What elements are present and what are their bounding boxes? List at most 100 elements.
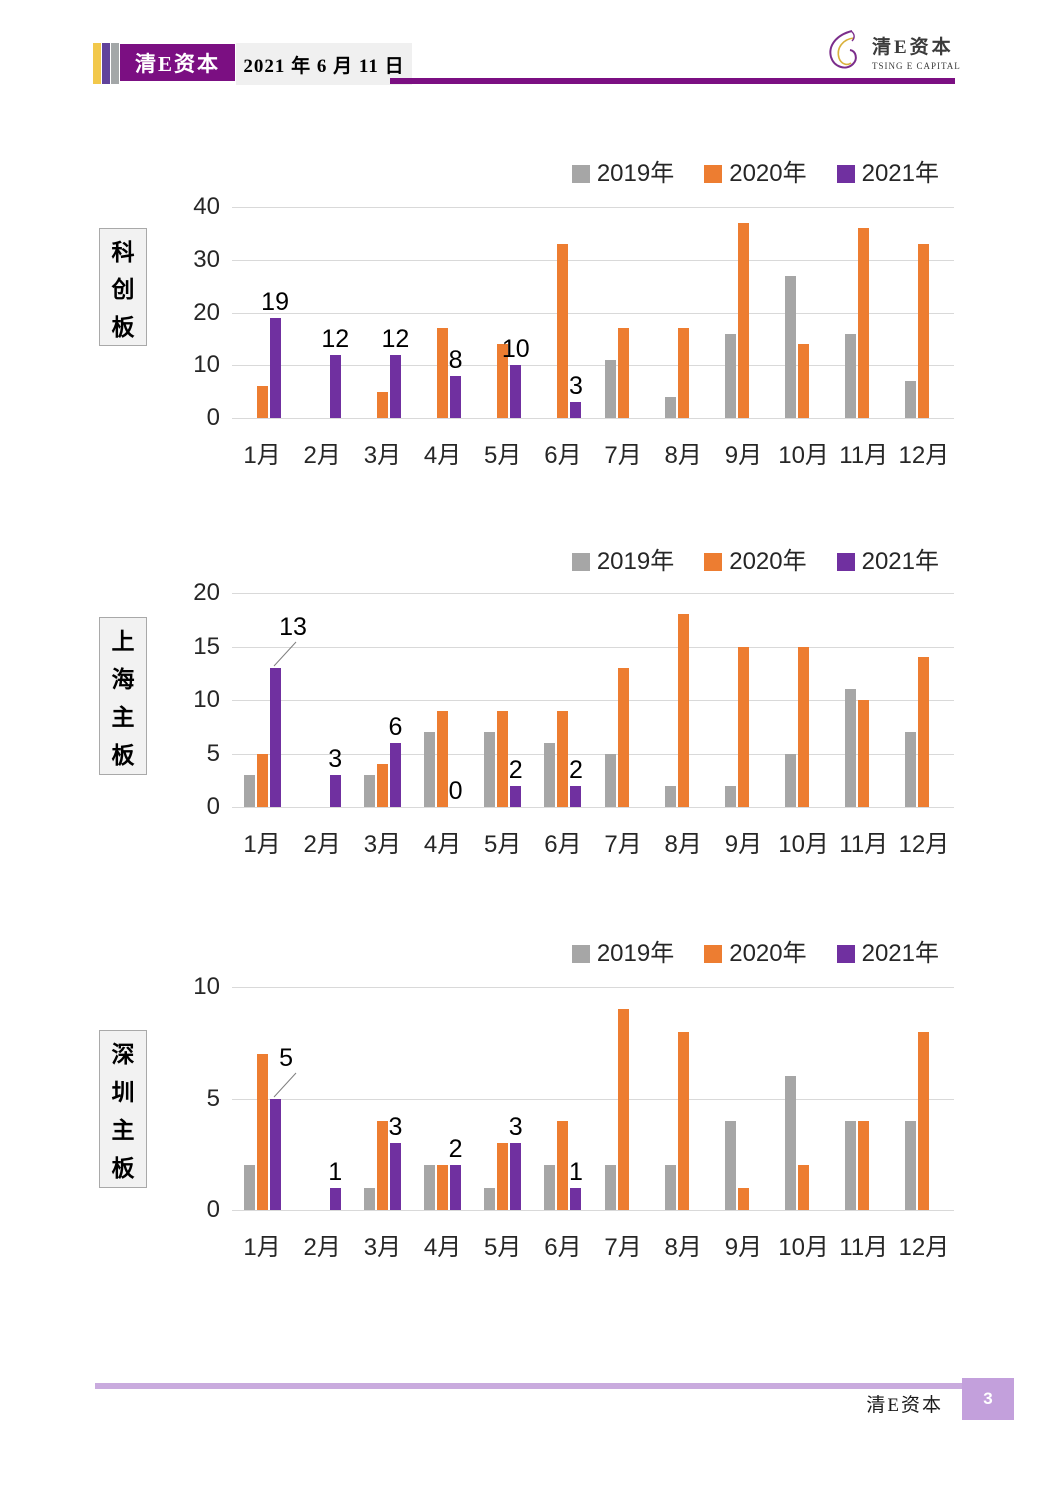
logo-swirl-icon [829,30,857,69]
board-label-char: 深 [111,1041,135,1067]
gridline [232,418,954,419]
chart-legend-shenzhen-main-board: 2019年 2020年 2021年 [571,942,939,966]
x-axis-label-4月: 4月 [423,831,462,858]
bar-2019年-7月 [604,1165,616,1210]
label-leader-line [273,1072,296,1097]
legend-swatch-icon [836,165,855,183]
footer-divider-line [95,1383,962,1389]
bar-value-label: 3 [388,1113,403,1142]
bar-value-label: 19 [261,287,289,316]
bar-2020年-7月 [617,667,629,807]
month-group-6月: 1 [533,987,593,1210]
header-stripe-yellow [93,43,101,84]
month-group-3月: 3 [352,987,412,1210]
bar-2020年-11月 [858,228,870,418]
x-axis-label-2月: 2月 [303,831,341,858]
header-divider-line [390,78,955,84]
y-axis-tick-label: 15 [193,632,220,660]
bar-2021年-1月: 5 [269,1045,296,1210]
x-axis-label-8月: 8月 [664,1234,702,1261]
bar-2020年-4月 [437,1165,449,1210]
gridline [232,207,954,208]
bar-2019年-11月 [845,689,857,807]
legend-item-2021年: 2021年 [836,160,939,187]
month-group-5月: 10 [473,207,533,418]
gridline [232,646,954,648]
month-group-1月: 13 [232,593,307,807]
x-axis-label-10月: 10月 [778,831,829,858]
month-group-6月: 2 [533,593,593,807]
board-label-char: 主 [111,704,135,730]
month-group-9月 [713,593,773,807]
board-label-char: 板 [111,1155,135,1181]
x-axis-label-12月: 12月 [898,831,950,858]
month-group-8月 [653,593,713,807]
x-axis-label-8月: 8月 [664,831,702,858]
bar-2020年-3月 [376,391,388,418]
bar-2020年-3月 [376,1120,388,1210]
bar-value-label: 10 [501,335,530,364]
bar-2019年-5月 [484,1187,496,1210]
y-axis-tick-label: 10 [193,686,220,713]
legend-swatch-icon [571,945,590,963]
bar-value-label: 3 [508,1113,523,1142]
bar-2020年-3月 [376,764,388,807]
legend-label: 2021年 [861,160,939,187]
bar-2021年-2月: 3 [328,746,342,807]
bar-2020年-9月 [737,646,749,807]
bar-2019年-4月 [424,1165,436,1210]
bar-2019年-11月 [845,333,857,418]
bar-2019年-9月 [724,785,736,807]
header-brand-text: 清E资本 [134,51,220,76]
bar-2020年-4月 [437,710,449,807]
chart-legend-star-board: 2019年 2020年 2021年 [571,160,939,187]
x-axis-label-1月: 1月 [243,831,281,858]
bar-2019年-12月 [905,381,917,418]
y-axis-tick-label: 0 [206,404,220,431]
x-axis-label-7月: 7月 [604,831,642,858]
x-axis-label-9月: 9月 [724,442,763,469]
x-axis-label-1月: 1月 [243,1234,281,1261]
bar-value-label: 13 [279,612,307,641]
bar-value-label: 2 [568,755,583,784]
x-axis-label-3月: 3月 [363,1234,402,1261]
x-axis-label-2月: 2月 [303,1234,341,1261]
bar-2020年-5月 [497,710,509,807]
y-axis-tick-label: 30 [193,245,220,273]
bar-2019年-8月 [664,396,676,418]
x-axis-label-3月: 3月 [363,831,402,858]
x-axis-label-7月: 7月 [604,1234,642,1261]
month-group-7月 [593,593,653,807]
bar-2020年-11月 [858,1120,870,1210]
board-label-char: 主 [111,1117,135,1143]
x-axis-label-11月: 11月 [839,831,889,858]
bar-2020年-9月 [737,222,749,418]
header-stripe-gray [111,43,119,84]
x-axis-label-11月: 11月 [839,1234,889,1261]
month-group-7月 [593,987,653,1210]
y-axis-tick-label: 0 [206,1196,220,1223]
month-group-2月: 12 [292,207,352,418]
bar-2020年-1月 [256,753,268,807]
bar-2019年-9月 [724,333,736,418]
bar-value-label: 8 [448,345,463,374]
legend-item-2021年: 2021年 [836,550,939,574]
month-group-4月: 2 [413,987,473,1210]
bar-2021年-1月: 19 [261,289,289,418]
bar-value-label: 1 [328,1157,343,1186]
board-label-char: 圳 [111,1079,135,1105]
bar-2020年-8月 [677,328,689,418]
legend-item-2020年: 2020年 [704,550,807,574]
bar-2021年-2月: 1 [328,1159,342,1210]
board-label-char: 上 [111,628,135,654]
bar-2021年-3月: 6 [388,714,402,807]
month-group-1月: 19 [232,207,292,418]
bar-2020年-1月 [256,386,268,418]
legend-item-2020年: 2020年 [704,162,807,186]
month-group-9月 [713,207,773,418]
x-axis-label-7月: 7月 [604,442,642,469]
bar-2020年-8月 [677,614,689,807]
bar-2019年-7月 [604,359,616,418]
bar-value-label: 3 [328,744,343,773]
